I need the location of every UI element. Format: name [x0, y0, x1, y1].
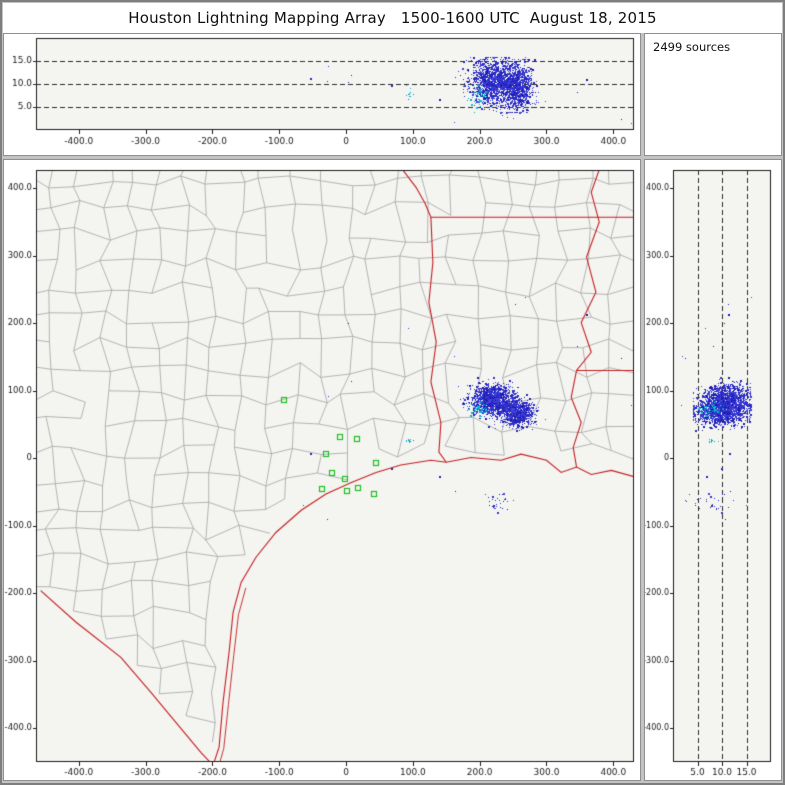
page-title: Houston Lightning Mapping Array 1500-160…: [128, 9, 657, 27]
altitude-ns-canvas[interactable]: [645, 160, 781, 780]
altitude-ew-panel: [3, 33, 641, 156]
title-bar: Houston Lightning Mapping Array 1500-160…: [3, 3, 782, 33]
source-count-panel: 2499 sources: [644, 33, 782, 156]
plan-view-canvas[interactable]: [4, 160, 640, 780]
plan-view-panel: [3, 159, 641, 781]
altitude-ns-panel: [644, 159, 782, 781]
altitude-ew-canvas[interactable]: [4, 34, 640, 155]
source-count-label: 2499 sources: [653, 40, 731, 54]
